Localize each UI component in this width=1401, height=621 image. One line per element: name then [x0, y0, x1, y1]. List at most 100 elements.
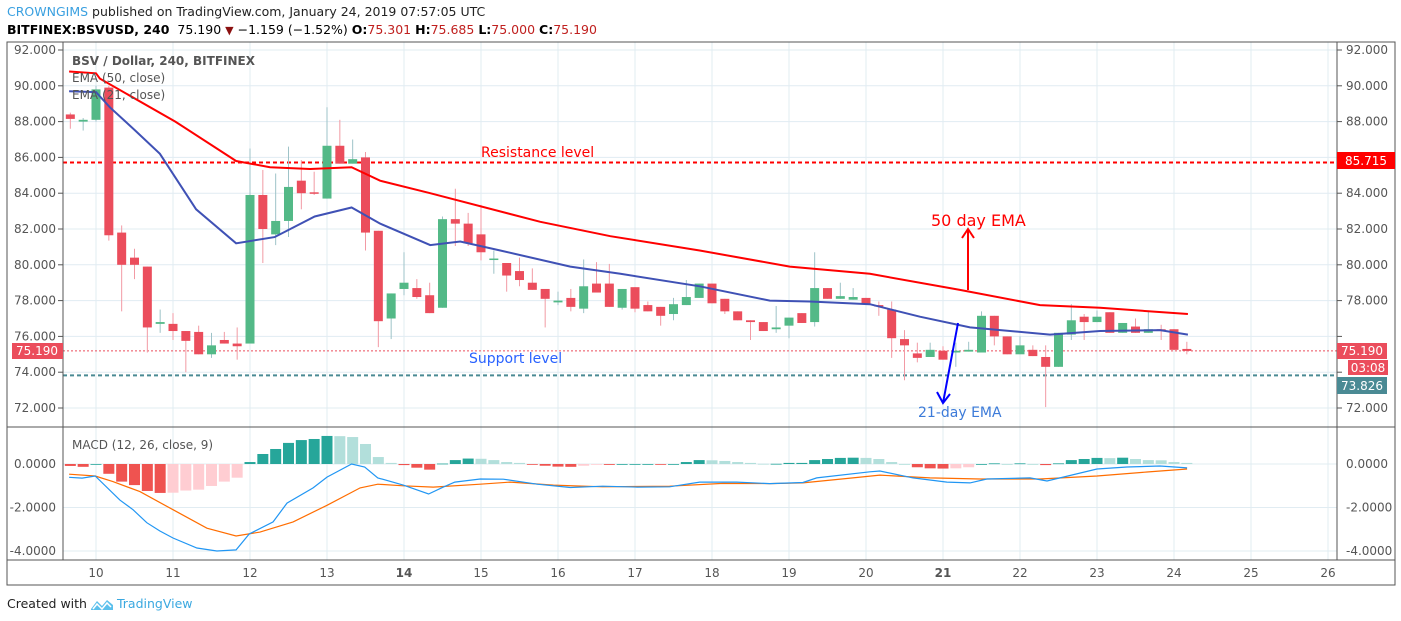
last-price: 75.190 [177, 22, 222, 37]
price-tick-right: 78.000 [1346, 294, 1388, 308]
candle-down [194, 331, 204, 355]
macd-histogram-bar [103, 464, 115, 474]
macd-histogram-bar [1155, 460, 1167, 464]
candle-down [232, 343, 242, 347]
candle-down [425, 295, 435, 314]
candle-down [989, 315, 999, 337]
macd-histogram-bar [873, 458, 885, 464]
macd-histogram-bar [501, 462, 513, 464]
macd-histogram-bar [437, 463, 448, 465]
macd-histogram-bar [1130, 458, 1141, 464]
candle-down [758, 322, 768, 332]
candle-down [1028, 349, 1038, 357]
candle-down [900, 339, 909, 346]
price-tick-left: 78.000 [14, 294, 56, 308]
time-tick: 22 [1012, 566, 1027, 580]
candle-down [527, 282, 537, 290]
candle-down [938, 350, 948, 360]
time-tick: 18 [704, 566, 719, 580]
legend-title: BSV / Dollar, 240, BITFINEX [72, 54, 256, 68]
macd-histogram-bar [231, 464, 243, 478]
macd-histogram-bar [206, 464, 217, 486]
macd-histogram-bar [950, 464, 962, 469]
candle-up [489, 258, 499, 261]
legend-macd[interactable]: MACD (12, 26, close, 9) [72, 438, 213, 452]
candle-down [335, 145, 345, 164]
macd-histogram-bar [924, 464, 936, 469]
time-tick: 25 [1243, 566, 1258, 580]
macd-histogram-bar [1117, 457, 1129, 464]
time-tick: 13 [319, 566, 334, 580]
macd-histogram-bar [321, 435, 333, 464]
candle-down [450, 219, 460, 224]
legend-ema50[interactable]: EMA (50, close) [72, 71, 165, 85]
candle-down [515, 271, 524, 281]
candle-down [181, 331, 191, 341]
macd-histogram-bar [424, 464, 436, 470]
axes: 72.000 72.000 74.000 76.000 78.000 78.000 80.0… [6, 41, 1396, 586]
candle-down [604, 283, 614, 307]
price-tick-left: 84.000 [14, 186, 56, 200]
candle-up [617, 288, 627, 308]
macd-tick-right: -2.0000 [1346, 501, 1392, 515]
macd-histogram-bar [745, 462, 756, 464]
macd-histogram-bar [116, 464, 128, 482]
macd-pane [64, 435, 1193, 552]
candle-down [540, 288, 550, 299]
candle-down [219, 339, 229, 344]
macd-histogram-bar [1027, 464, 1039, 465]
macd-histogram-bar [398, 464, 410, 466]
macd-histogram-bar [706, 460, 718, 464]
macd-histogram-bar [1065, 460, 1077, 464]
candle-up [271, 220, 281, 235]
candle-up [245, 194, 255, 344]
macd-histogram-bar [218, 464, 230, 482]
macd-histogram-bar [257, 453, 269, 464]
tradingview-link[interactable]: TradingView [116, 596, 193, 611]
macd-histogram-bar [886, 462, 898, 464]
macd-histogram-bar [1181, 462, 1193, 464]
legend-ema21[interactable]: EMA (21, close) [72, 88, 165, 102]
candle-down [412, 288, 422, 298]
candle-up [386, 293, 396, 319]
macd-histogram-bar [860, 457, 872, 464]
candle-down [630, 287, 640, 309]
macd-histogram-bar [796, 462, 808, 464]
candle-up [681, 297, 691, 306]
macd-histogram-bar [719, 460, 731, 464]
macd-histogram-bar [488, 460, 500, 464]
support-annotation: Support level [469, 351, 562, 367]
candle-down [309, 192, 319, 194]
candle-down [823, 288, 832, 299]
macd-histogram-bar [988, 463, 1000, 465]
candle-down [463, 223, 473, 244]
time-tick: 12 [242, 566, 257, 580]
ema50-line [69, 70, 1188, 315]
macd-histogram-bar [526, 464, 538, 465]
macd-histogram-bar [770, 463, 782, 465]
time-tick: 19 [781, 566, 796, 580]
author-link[interactable]: CROWNGIMS [7, 4, 89, 19]
candle-down [643, 305, 653, 312]
candle-down [861, 297, 871, 305]
macd-histogram-bar [372, 457, 384, 464]
high-value: 75.685 [430, 22, 475, 37]
candle-up [1015, 345, 1025, 355]
resistance-label-right: 85.715 [1345, 154, 1387, 168]
candle-up [771, 327, 781, 330]
macd-histogram-bar [1104, 458, 1116, 464]
symbol-info: BITFINEX:BSVUSD, 240 75.190 ▼ −1.159 (−1… [7, 22, 597, 37]
price-tick-left: 92.000 [14, 43, 56, 57]
macd-histogram-bar [360, 443, 371, 464]
macd-line [69, 463, 1188, 552]
candle-up [964, 349, 974, 352]
macd-signal-line [69, 468, 1188, 537]
macd-histogram-bar [616, 464, 628, 465]
candle-down [566, 297, 576, 307]
macd-histogram-bar [270, 448, 282, 464]
macd-tick-left: -2.0000 [10, 501, 56, 515]
time-tick: 20 [858, 566, 873, 580]
candle-down [168, 323, 178, 332]
macd-histogram-bar [552, 464, 564, 467]
